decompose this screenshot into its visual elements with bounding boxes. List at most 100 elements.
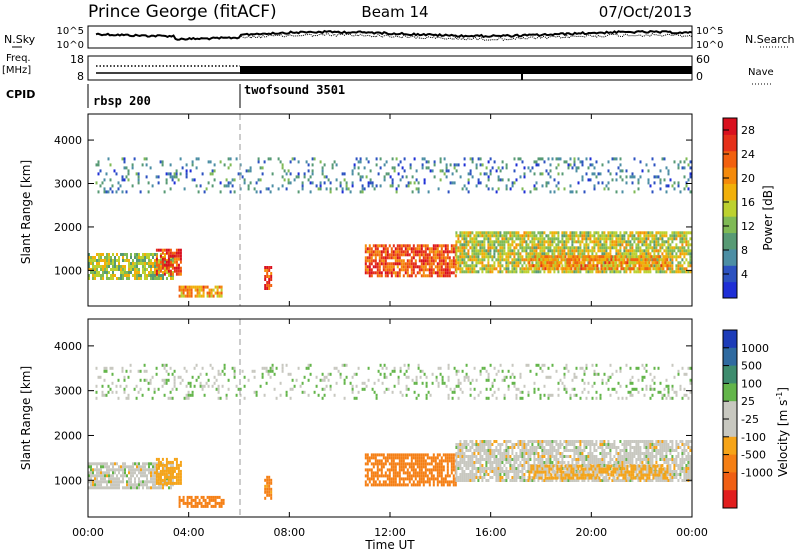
echo-cell — [457, 258, 460, 262]
echo-cell — [479, 455, 482, 458]
echo-cell — [689, 175, 692, 179]
echo-cell — [550, 258, 553, 262]
echo-cell — [493, 240, 496, 244]
echo-cell — [521, 470, 524, 473]
echo-cell — [609, 172, 612, 176]
echo-cell — [446, 250, 449, 254]
echo-cell — [611, 157, 614, 161]
echo-cell — [665, 184, 668, 188]
echo-cell — [601, 452, 604, 455]
echo-cell — [398, 268, 401, 272]
echo-cell — [142, 474, 144, 478]
echo-cell — [554, 264, 557, 268]
echo-cell — [442, 256, 445, 260]
echo-cell — [388, 471, 391, 475]
echo-cell — [426, 456, 429, 460]
echo-cell — [366, 247, 369, 251]
echo-cell — [599, 458, 602, 461]
echo-cell — [96, 265, 98, 268]
echo-cell — [394, 471, 397, 475]
echo-cell — [541, 440, 544, 443]
echo-cell — [471, 470, 474, 473]
echo-cell — [546, 261, 549, 265]
echo-cell — [503, 246, 506, 250]
echo-cell — [171, 178, 174, 182]
echo-cell — [604, 255, 607, 259]
echo-cell — [351, 184, 354, 188]
echo-cell — [605, 243, 608, 247]
echo-cell — [513, 261, 516, 265]
echo-cell — [661, 240, 664, 244]
echo-cell — [623, 455, 626, 458]
echo-cell — [212, 294, 215, 298]
echo-cell — [368, 262, 371, 266]
echo-cell — [589, 163, 592, 167]
echo-cell — [211, 172, 214, 176]
echo-cell — [168, 486, 170, 490]
echo-cell — [654, 258, 657, 262]
echo-cell — [501, 270, 504, 274]
echo-cell — [558, 261, 561, 265]
echo-cell — [100, 465, 102, 469]
echo-cell — [442, 262, 445, 266]
echo-cell — [400, 459, 403, 463]
echo-cell — [408, 262, 411, 266]
echo-cell — [581, 163, 584, 167]
echo-cell — [372, 271, 375, 275]
echo-cell — [159, 269, 162, 273]
echo-cell — [128, 271, 130, 274]
echo-cell — [629, 234, 632, 238]
echo-cell — [159, 254, 162, 258]
echo-cell — [511, 240, 514, 244]
echo-cell — [122, 471, 124, 475]
echo-cell — [495, 246, 498, 250]
echo-cell — [485, 458, 488, 461]
echo-cell — [609, 237, 612, 241]
echo-cell — [687, 187, 690, 191]
echo-cell — [445, 175, 448, 179]
echo-cell — [229, 181, 232, 185]
echo-cell — [394, 474, 397, 478]
echo-cell — [196, 288, 199, 292]
echo-cell — [612, 261, 615, 265]
echo-cell — [193, 178, 196, 182]
echo-cell — [683, 234, 686, 238]
echo-cell — [593, 234, 596, 238]
echo-cell — [465, 261, 468, 265]
echo-cell — [535, 187, 538, 191]
echo-cell — [471, 258, 474, 262]
echo-cell — [140, 274, 142, 277]
echo-cell — [647, 231, 650, 235]
echo-cell — [175, 175, 178, 179]
echo-cell — [597, 172, 600, 176]
echo-cell — [130, 483, 132, 487]
echo-cell — [685, 231, 688, 235]
echo-cell — [465, 440, 468, 443]
echo-cell — [444, 456, 447, 460]
echo-cell — [396, 262, 399, 266]
echo-cell — [505, 476, 508, 479]
echo-cell — [554, 261, 557, 265]
echo-cell — [428, 477, 431, 481]
echo-cell — [412, 250, 415, 254]
echo-cell — [396, 483, 399, 487]
echo-cell — [398, 480, 401, 484]
echo-cell — [128, 465, 130, 469]
echo-cell — [503, 458, 506, 461]
echo-cell — [146, 468, 148, 472]
echo-cell — [605, 473, 608, 476]
echo-cell — [543, 440, 546, 443]
echo-cell — [319, 181, 322, 185]
echo-cell — [120, 265, 122, 268]
echo-cell — [146, 486, 148, 490]
echo-cell — [179, 269, 182, 273]
echo-cell — [523, 261, 526, 265]
echo-cell — [370, 253, 373, 257]
echo-cell — [505, 261, 508, 265]
echo-cell — [426, 247, 429, 251]
echo-cell — [544, 255, 547, 259]
echo-cell — [104, 471, 106, 475]
echo-cell — [461, 470, 464, 473]
echo-cell — [487, 240, 490, 244]
echo-cell — [448, 459, 451, 463]
